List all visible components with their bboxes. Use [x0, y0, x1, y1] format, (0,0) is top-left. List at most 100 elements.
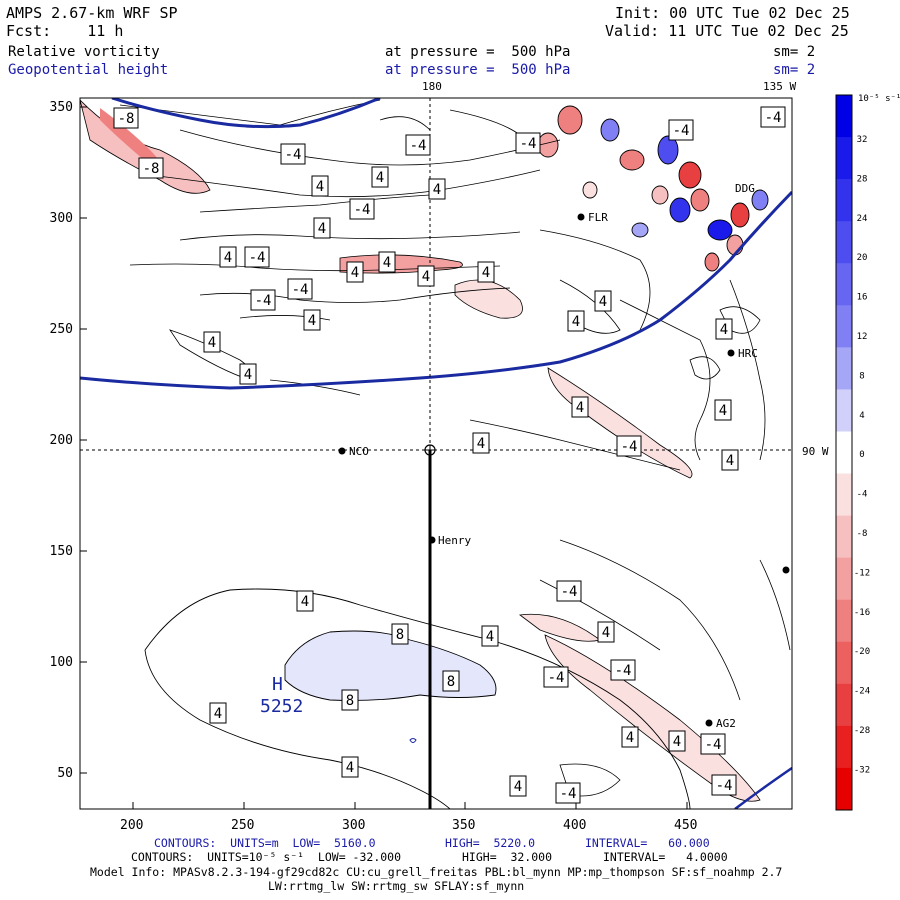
contour-label-box — [597, 621, 615, 643]
colorbar-label: 8 — [859, 371, 864, 381]
colorbar-label: 4 — [859, 411, 864, 421]
contour-label: 4 — [572, 314, 580, 330]
contour-label: 4 — [602, 625, 610, 641]
footer-height-high: HIGH= 5220.0 — [445, 836, 536, 850]
footer-model-info: Model Info: MPASv8.2.3-194-gf29cd82c CU:… — [90, 865, 783, 879]
contour-label: 4 — [433, 182, 441, 198]
label-135w: 135 W — [763, 80, 796, 93]
contour-label: 4 — [214, 706, 222, 722]
colorbar-swatch — [836, 683, 852, 727]
contour-label: -4 — [548, 670, 565, 686]
footer-vort-high: HIGH= 32.000 — [462, 850, 553, 864]
smoothing-2: sm= 2 — [773, 62, 816, 78]
contour-label-box — [543, 666, 569, 688]
contour-label-box — [555, 782, 581, 804]
height-contour-se — [734, 766, 792, 809]
contour-label-box — [378, 251, 396, 273]
pressure-level-2: at pressure = 500 hPa — [385, 62, 571, 78]
contour-label: 4 — [626, 730, 634, 746]
contour-label-box — [138, 157, 164, 179]
contour-label-box — [244, 246, 270, 268]
colorbar-swatch — [836, 95, 852, 138]
contour-label-box — [442, 670, 460, 692]
contour-label: 4 — [486, 629, 494, 645]
contour-label-box — [209, 702, 227, 724]
contour-label: 4 — [514, 779, 522, 795]
colorbar-label: -4 — [857, 490, 868, 500]
contour-label: -4 — [705, 737, 722, 753]
colorbar-label: -28 — [854, 726, 870, 736]
colorbar-swatch — [836, 557, 852, 601]
pressure-level-1: at pressure = 500 hPa — [385, 44, 571, 60]
contour-label-box — [371, 166, 389, 188]
colorbar-swatch — [836, 305, 852, 348]
field-vorticity: Relative vorticity — [8, 44, 160, 60]
contour-label-box — [287, 278, 313, 300]
contour-label: -4 — [561, 584, 578, 600]
colorbar-swatch — [836, 179, 852, 222]
station-marker — [338, 447, 346, 455]
colorbar-swatch — [836, 137, 852, 180]
colorbar-label: -32 — [854, 765, 870, 775]
colorbar-swatch — [836, 725, 852, 769]
forecast-hour: Fcst: 11 h — [6, 22, 124, 40]
contour-label-box — [711, 774, 737, 796]
contour-label-box — [341, 756, 359, 778]
contour-label: 4 — [224, 250, 232, 266]
contour-label-box — [700, 733, 726, 755]
colorbar-label: 24 — [857, 214, 868, 224]
contour-label-box — [714, 399, 732, 421]
contour-label: 8 — [346, 693, 354, 709]
colorbar-swatch — [836, 515, 852, 559]
contour-label-box — [594, 290, 612, 312]
contour-4-lower — [144, 588, 691, 809]
plot-frame — [79, 97, 793, 810]
smoothing-1: sm= 2 — [773, 44, 816, 60]
station-marker — [782, 566, 790, 574]
contour-label: 8 — [396, 627, 404, 643]
y-tick-label: 100 — [50, 655, 73, 670]
contour-label: 4 — [208, 335, 216, 351]
contour-label: -4 — [621, 439, 638, 455]
contour-label-box — [621, 726, 639, 748]
contour-label-box — [472, 432, 490, 454]
contour-label: 4 — [244, 367, 252, 383]
colorbar: 32 28 24 20 16 12 8 4 0 -4 -8 -12 -16 -20 -24 -28 -32 — [835, 94, 870, 811]
colorbar-label: -20 — [854, 647, 870, 657]
contour-label: 4 — [422, 269, 430, 285]
high-pressure-value: 5252 — [260, 696, 303, 717]
contour-label-box — [203, 331, 221, 353]
contour-label-box — [405, 134, 431, 156]
contour-label: 8 — [447, 674, 455, 690]
contour-label: 4 — [673, 734, 681, 750]
contour-label: 4 — [316, 179, 324, 195]
small-contour — [409, 738, 417, 743]
contour-label: 4 — [376, 170, 384, 186]
contour-label-box — [509, 775, 527, 797]
contour-label: 4 — [576, 400, 584, 416]
y-tick-label: 150 — [50, 544, 73, 559]
vorticity-contours — [119, 99, 791, 701]
contour-labels: -8 -8 -4 -4 4 4 4 -4 4 -4 4 4 4 -4 4 -4 4 4 4 -4 4 -4 4 -4 4 4 4 -4… — [113, 106, 786, 804]
contour-label: -8 — [143, 161, 160, 177]
model-title: AMPS 2.67-km WRF SP — [6, 4, 178, 22]
contour-label-box — [311, 175, 329, 197]
colorbar-label: 12 — [857, 332, 868, 342]
station-label: Henry — [438, 534, 471, 547]
contour-label: 4 — [726, 453, 734, 469]
footer-vort-interval: INTERVAL= 4.0000 — [603, 850, 728, 864]
station-marker — [428, 536, 436, 544]
contour-label-box — [515, 132, 541, 154]
contour-label: 4 — [599, 294, 607, 310]
high-pressure-symbol: H — [272, 674, 283, 695]
colorbar-swatch — [836, 263, 852, 306]
colorbar-units: 10⁻⁵ s⁻¹ — [858, 94, 900, 104]
height-contour-5220 — [80, 190, 792, 390]
x-tick-label: 400 — [563, 818, 586, 833]
contour-label-box — [715, 318, 733, 340]
colorbar-label: -16 — [854, 608, 870, 618]
valid-time: Valid: 11 UTC Tue 02 Dec 25 — [605, 22, 849, 40]
colorbar-swatch — [836, 221, 852, 264]
contour-label-box — [250, 289, 276, 311]
station-marker — [577, 213, 585, 221]
